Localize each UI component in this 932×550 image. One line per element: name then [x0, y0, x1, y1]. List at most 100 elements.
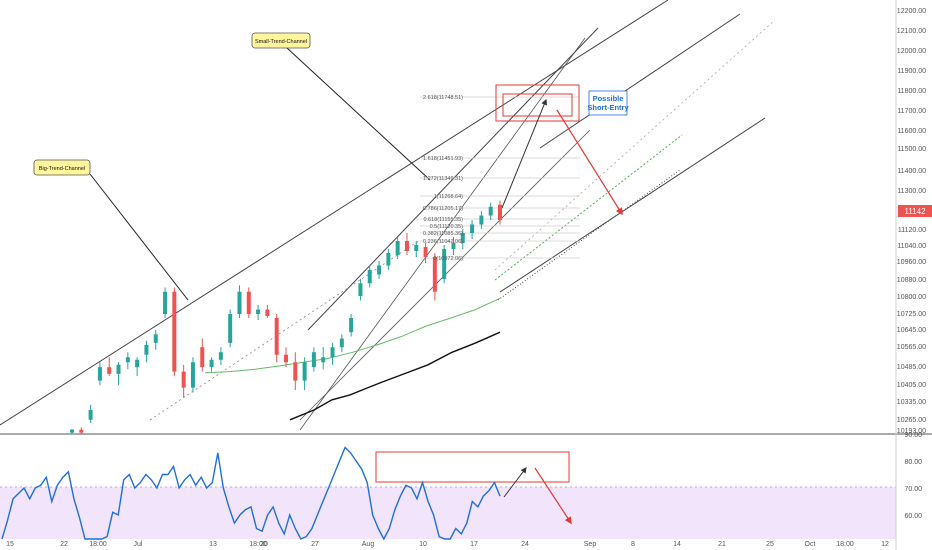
candle-body [432, 257, 437, 292]
fib-level-label: 2.618(11748.51) [423, 95, 463, 101]
candle-body [265, 309, 270, 316]
sma-black-line [289, 331, 501, 421]
time-tick-label: 18:00 [836, 541, 854, 548]
price-tick-label: 12100.00 [897, 28, 926, 35]
big-channel-pointer [89, 173, 189, 301]
price-tick-label: 11300.00 [897, 188, 926, 195]
fib-labels: 2.618(11748.51) 1.618(11451.93) 1.272(1134… [423, 95, 463, 262]
fib-level-label: 0.382(11085.36) [423, 231, 463, 237]
time-tick-label: Sep [584, 541, 597, 548]
candle-body [395, 241, 400, 255]
time-tick-label: 20 [260, 541, 268, 548]
small-trend-channel-upper [299, 37, 586, 431]
candle-body [358, 283, 363, 296]
dotted-extension-1 [149, 239, 421, 421]
time-tick-label: 24 [521, 541, 529, 548]
candle-body [228, 314, 233, 343]
time-tick-label: 14 [673, 541, 681, 548]
candle-body [498, 204, 502, 220]
candle-body [70, 429, 74, 433]
short-entry-line: Short-Entry [587, 103, 629, 112]
time-tick-label: 18:00 [249, 541, 267, 548]
candle-body [339, 338, 344, 348]
fib-level-label: 1(11268.64) [434, 194, 463, 200]
candle-body [190, 362, 195, 388]
price-tick-label: 10405.00 [897, 382, 926, 389]
candle-body [200, 347, 205, 368]
candle-body [367, 270, 372, 284]
rsi-arrow-up [503, 467, 527, 498]
candle-body [135, 359, 140, 368]
time-tick-label: Oct [805, 541, 816, 548]
small-trend-channel-label: Small-Trend-Channel [255, 39, 307, 45]
candle-body [321, 357, 326, 363]
candle-body [153, 334, 158, 343]
short-entry-box-inner [502, 93, 573, 117]
price-tick-label: 10565.00 [897, 344, 926, 351]
price-tick-label: 11040.00 [897, 243, 926, 250]
candle-body [181, 371, 186, 388]
rsi-arrow-down [534, 467, 572, 525]
rsi-tick-label: 80.00 [904, 459, 922, 466]
candle-body [404, 241, 409, 251]
time-tick-label: Aug [362, 541, 375, 548]
candle-body [349, 318, 354, 333]
price-tick-label: 11900.00 [897, 68, 926, 75]
price-tick-label: 11120.00 [898, 227, 926, 234]
candle-body [460, 233, 465, 243]
candle-body [237, 291, 242, 314]
fib-grid [420, 96, 580, 259]
candle-body [330, 347, 335, 358]
candle-body [256, 309, 261, 314]
price-tick-label: 10645.00 [897, 327, 926, 334]
candle-body [470, 224, 475, 233]
rsi-band [0, 487, 896, 539]
candles-layer [70, 200, 502, 435]
candle-body [246, 291, 251, 314]
support-line [499, 117, 766, 293]
fib-level-label: 0.236(11042.06) [423, 239, 463, 245]
price-tick-label: 12000.00 [897, 48, 926, 55]
rsi-tick-label: 60.00 [904, 513, 922, 520]
candle-body [172, 291, 177, 372]
dotted-green [494, 134, 683, 281]
right-channel-line [539, 13, 741, 149]
price-axis: 12200.00 12100.00 12000.00 11900.00 11800.00… [897, 8, 926, 435]
time-tick-label: 10 [419, 541, 427, 548]
small-channel-pointer [286, 47, 431, 181]
time-tick-label: 22 [60, 541, 68, 548]
possible-short-entry-callout: Possible Short-Entry [587, 90, 629, 116]
price-tick-label: 10335.00 [897, 399, 926, 406]
forecast-arrow-up [501, 98, 547, 209]
candle-body [423, 247, 428, 257]
big-trend-channel-callout: Big-Trend-Channel [33, 159, 91, 176]
price-tick-label: 12200.00 [897, 8, 926, 15]
current-price-tag [898, 205, 932, 217]
price-tick-label: 11500.00 [897, 146, 926, 153]
candle-body [107, 367, 112, 374]
time-tick-label: 8 [631, 541, 635, 548]
candle-body [451, 243, 456, 249]
candle-body [209, 359, 214, 368]
time-tick-label: 21 [718, 541, 726, 548]
candle-body [377, 265, 382, 275]
fib-level-label: 0.5(11120.35) [430, 224, 464, 230]
rsi-tick-label: 70.00 [904, 486, 922, 493]
candle-body [302, 362, 307, 381]
price-tick-label: 11700.00 [897, 108, 926, 115]
time-tick-label: 13 [209, 541, 217, 548]
sma-green-line [204, 297, 501, 374]
fib-level-label: 0.786(11205.17) [423, 206, 463, 212]
candle-body [97, 367, 102, 381]
support-line-2 [497, 169, 681, 301]
short-entry-line: Possible [593, 94, 624, 103]
price-tick-label: 11600.00 [897, 128, 926, 135]
candle-body [414, 245, 419, 251]
candle-body [218, 352, 223, 360]
candle-body [116, 364, 121, 374]
forecast-arrow-down [556, 109, 623, 216]
fib-level-label: 0.618(11155.35) [423, 217, 463, 223]
candle-body [479, 215, 484, 225]
